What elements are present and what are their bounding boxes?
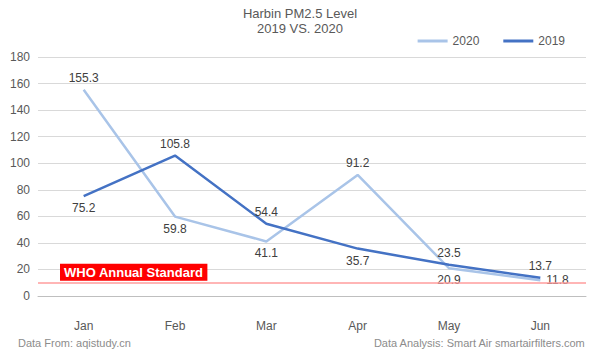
svg-text:80: 80 <box>17 183 31 197</box>
svg-text:0: 0 <box>23 289 30 303</box>
svg-text:Feb: Feb <box>165 319 186 333</box>
svg-text:Mar: Mar <box>256 319 277 333</box>
svg-text:20: 20 <box>17 262 31 276</box>
svg-text:60: 60 <box>17 209 31 223</box>
svg-text:120: 120 <box>10 130 30 144</box>
svg-text:Data Analysis: Smart Air smart: Data Analysis: Smart Air smartairfilters… <box>374 337 585 349</box>
svg-text:20.9: 20.9 <box>437 273 461 287</box>
svg-text:91.2: 91.2 <box>346 156 370 170</box>
svg-text:Data From: aqistudy.cn: Data From: aqistudy.cn <box>18 337 131 349</box>
svg-text:23.5: 23.5 <box>437 246 461 260</box>
svg-text:2019 VS. 2020: 2019 VS. 2020 <box>257 21 343 36</box>
svg-text:54.4: 54.4 <box>255 205 279 219</box>
svg-text:Jan: Jan <box>74 319 93 333</box>
svg-text:41.1: 41.1 <box>255 246 279 260</box>
svg-text:Harbin PM2.5 Level: Harbin PM2.5 Level <box>243 6 357 21</box>
svg-text:105.8: 105.8 <box>160 137 190 151</box>
svg-text:140: 140 <box>10 103 30 117</box>
svg-text:13.7: 13.7 <box>529 259 553 273</box>
svg-text:155.3: 155.3 <box>69 71 99 85</box>
svg-text:Apr: Apr <box>348 319 367 333</box>
svg-text:May: May <box>438 319 461 333</box>
svg-text:35.7: 35.7 <box>346 254 370 268</box>
svg-text:160: 160 <box>10 77 30 91</box>
svg-text:100: 100 <box>10 156 30 170</box>
svg-text:2019: 2019 <box>538 34 565 48</box>
svg-text:40: 40 <box>17 236 31 250</box>
svg-text:75.2: 75.2 <box>72 201 96 215</box>
svg-text:Jun: Jun <box>531 319 550 333</box>
svg-text:180: 180 <box>10 50 30 64</box>
svg-text:2020: 2020 <box>453 34 480 48</box>
svg-text:11.8: 11.8 <box>546 273 569 287</box>
svg-text:WHO Annual Standard: WHO Annual Standard <box>64 265 203 280</box>
svg-text:59.8: 59.8 <box>163 222 187 236</box>
